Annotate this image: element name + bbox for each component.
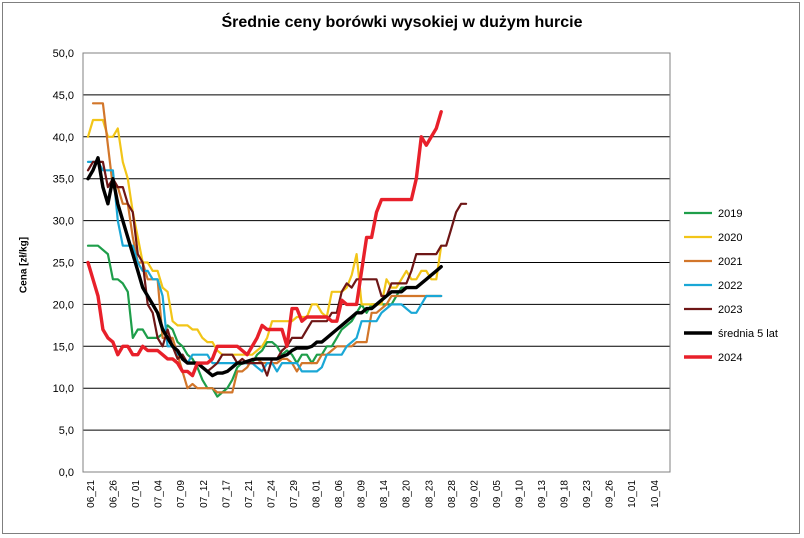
y-axis-ticks: 0,0 5,0 10,0 15,0 20,0 25,0 30,0 35,0 40,0 45,0 50… <box>53 48 74 479</box>
x-tick-label: 07_29 <box>289 480 300 508</box>
y-tick-label: 0,0 <box>59 467 74 479</box>
legend-entry: 2022 <box>718 280 742 292</box>
x-axis-ticks: 06_21 06_26 07_01 07_04 07_09 07_12 07_17 07_21… <box>86 480 661 508</box>
y-tick-label: 15,0 <box>53 341 74 353</box>
x-tick-label: 08_06 <box>334 480 345 508</box>
legend-entry: 2023 <box>718 304 742 316</box>
y-tick-label: 50,0 <box>53 48 74 60</box>
y-tick-label: 30,0 <box>53 216 74 228</box>
series-line-2020 <box>86 118 443 356</box>
chart-title: Średnie ceny borówki wysokiej w dużym hu… <box>221 14 583 31</box>
legend-entry: 2024 <box>718 352 742 364</box>
x-tick-label: 07_01 <box>131 480 142 508</box>
x-tick-label: 09_26 <box>605 480 616 508</box>
x-tick-label: 06_26 <box>109 480 120 508</box>
y-tick-label: 5,0 <box>59 425 74 437</box>
y-tick-label: 35,0 <box>53 174 74 186</box>
y-tick-label: 25,0 <box>53 258 74 270</box>
x-tick-label: 07_04 <box>154 480 165 508</box>
series-lines <box>86 102 468 398</box>
x-tick-label: 08_14 <box>379 480 390 508</box>
x-tick-label: 07_17 <box>221 480 232 508</box>
x-tick-label: 07_24 <box>266 480 277 508</box>
x-tick-label: 08_09 <box>357 480 368 508</box>
x-tick-label: 08_20 <box>402 480 413 508</box>
x-tick-label: 07_12 <box>199 480 210 508</box>
legend-entry: 2021 <box>718 256 742 268</box>
x-tick-label: 09_02 <box>469 480 480 508</box>
x-tick-label: 08_23 <box>424 480 435 508</box>
legend-entry: 2019 <box>718 208 742 220</box>
plot-area <box>82 52 671 473</box>
y-tick-label: 10,0 <box>53 383 74 395</box>
y-tick-label: 20,0 <box>53 299 74 311</box>
x-tick-label: 10_04 <box>650 480 661 508</box>
x-tick-label: 08_28 <box>447 480 458 508</box>
legend-entry: średnia 5 lat <box>718 328 778 340</box>
series-line-średnia-5-lat <box>86 156 443 378</box>
x-tick-label: 09_05 <box>492 480 503 508</box>
x-tick-label: 09_18 <box>560 480 571 508</box>
series-line-2024 <box>86 109 443 378</box>
y-tick-label: 40,0 <box>53 132 74 144</box>
x-tick-label: 06_21 <box>86 480 97 508</box>
y-tick-label: 45,0 <box>53 90 74 102</box>
x-tick-label: 07_09 <box>176 480 187 508</box>
legend-entry: 2020 <box>718 232 742 244</box>
x-tick-label: 08_01 <box>312 480 323 508</box>
x-tick-label: 10_01 <box>627 480 638 508</box>
x-tick-label: 09_23 <box>582 480 593 508</box>
x-tick-label: 07_21 <box>244 480 255 508</box>
x-tick-label: 09_13 <box>537 480 548 508</box>
gridlines <box>82 52 671 473</box>
x-tick-label: 09_10 <box>514 480 525 508</box>
legend: 2019 2020 2021 2022 2023 średnia 5 lat 2024 <box>684 208 778 364</box>
